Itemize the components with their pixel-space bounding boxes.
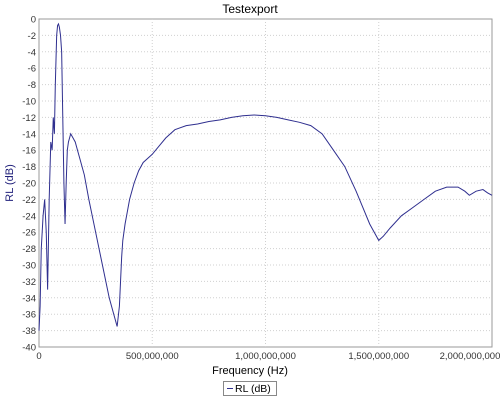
y-tick-label: -20: [22, 179, 36, 190]
x-tick-label: 2,000,000,000: [440, 351, 500, 362]
y-tick-label: -28: [22, 244, 36, 255]
x-tick-label: 500,000,000: [126, 351, 179, 362]
y-tick-label: -30: [22, 261, 36, 272]
plot-area: [38, 18, 493, 348]
x-tick-label: 0: [36, 351, 41, 362]
y-tick-label: -38: [22, 326, 36, 337]
y-tick-label: -4: [28, 47, 36, 58]
y-tick-label: -12: [22, 113, 36, 124]
x-axis-label: Frequency (Hz): [212, 365, 288, 377]
y-tick-label: -32: [22, 277, 36, 288]
legend-label: RL (dB): [235, 382, 271, 395]
grid-lines: [39, 19, 492, 347]
x-tick-label: 1,500,000,000: [348, 351, 409, 362]
y-tick-label: -14: [22, 129, 36, 140]
y-tick-label: -24: [22, 211, 36, 222]
y-tick-label: -40: [22, 343, 36, 354]
x-tick-label: 1,000,000,000: [235, 351, 296, 362]
y-tick-label: -6: [28, 64, 36, 75]
y-tick-label: -16: [22, 146, 36, 157]
series-line-rl: [38, 22, 493, 331]
y-tick-label: -22: [22, 195, 36, 206]
y-tick-label: -8: [28, 80, 36, 91]
chart-title: Testexport: [222, 2, 278, 16]
y-axis-label: RL (dB): [4, 164, 16, 202]
legend: RL (dB): [223, 381, 277, 396]
y-tick-label: -18: [22, 162, 36, 173]
y-tick-label: -36: [22, 310, 36, 321]
x-tick-labels: 0 500,000,000 1,000,000,000 1,500,000,000 2,…: [36, 351, 500, 362]
y-tick-label: 0: [31, 15, 36, 26]
y-tick-label: -34: [22, 293, 36, 304]
y-tick-label: -2: [28, 31, 36, 42]
y-tick-label: -10: [22, 97, 36, 108]
y-tick-labels: 0 -2 -4 -6 -8 -10 -12 -14 -16 -18 -20 -22 -24 -26 -28 -…: [22, 15, 36, 354]
y-tick-label: -26: [22, 228, 36, 239]
legend-swatch: [227, 388, 233, 389]
